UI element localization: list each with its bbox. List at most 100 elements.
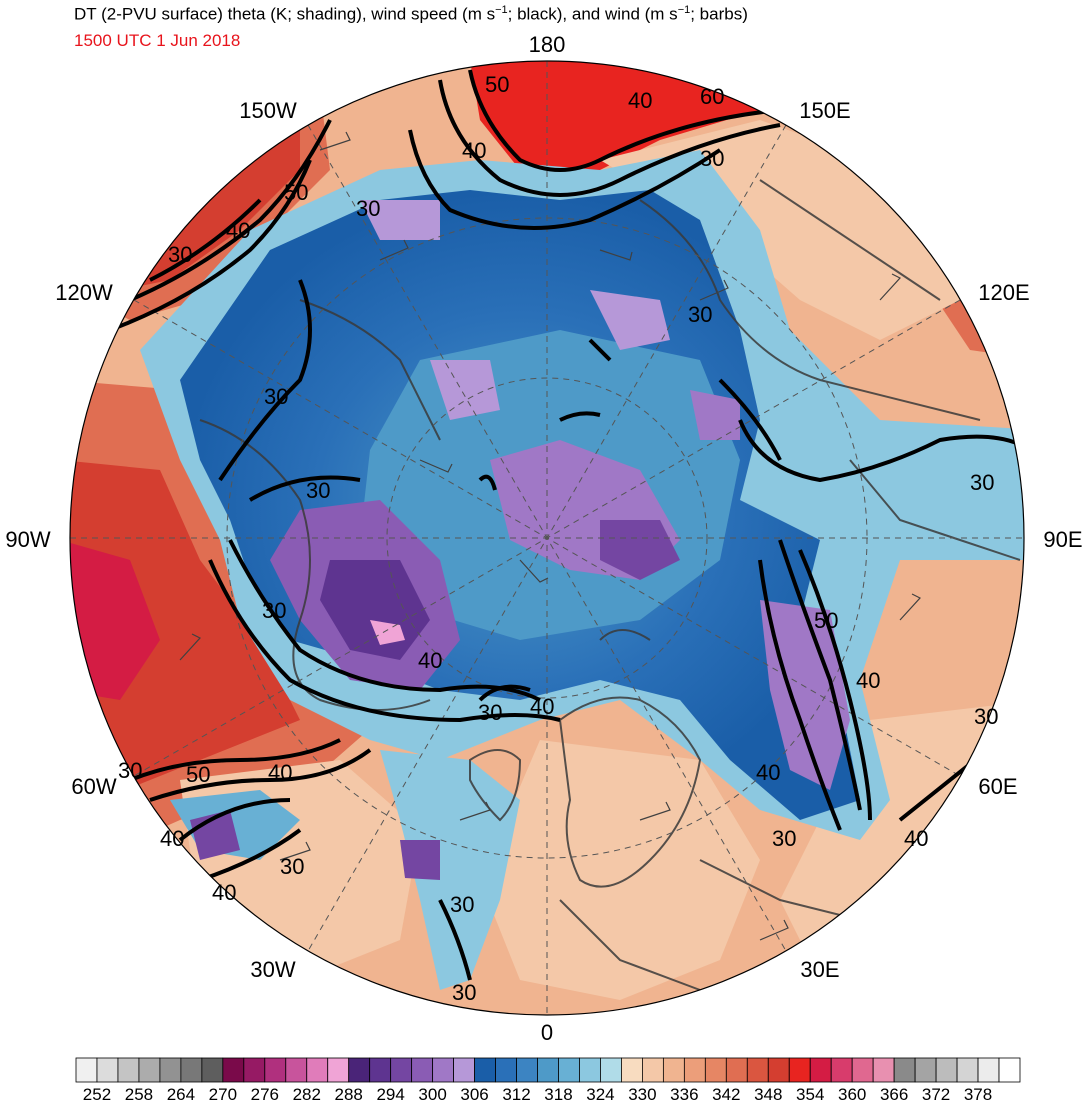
contour-label: 30 [306, 478, 330, 503]
contour-label: 30 [478, 700, 502, 725]
colorbar-tick-label: 252 [83, 1085, 111, 1104]
colorbar-swatch [285, 1057, 308, 1083]
colorbar-swatch [117, 1057, 140, 1083]
colorbar-swatch [977, 1057, 1000, 1083]
contour-label: 40 [212, 880, 236, 905]
contour-label: 30 [262, 598, 286, 623]
contour-label: 50 [485, 72, 509, 97]
contour-label: 40 [856, 668, 880, 693]
colorbar-tick-label: 330 [628, 1085, 656, 1104]
colorbar-swatch [830, 1057, 853, 1083]
colorbar-swatch [788, 1057, 811, 1083]
wind-speed-contours [109, 69, 1024, 981]
colorbar-swatch [390, 1057, 413, 1083]
colorbar-tick-label: 288 [335, 1085, 363, 1104]
lon-label-150e: 150E [799, 98, 850, 123]
lon-label-60e: 60E [978, 774, 1017, 799]
title-superscript: −1 [677, 4, 691, 16]
colorbar-tick-label: 348 [754, 1085, 782, 1104]
colorbar-swatch [495, 1057, 517, 1083]
colorbar-swatch [872, 1057, 895, 1083]
contour-label: 30 [970, 470, 994, 495]
lon-label-120e: 120E [978, 280, 1029, 305]
colorbar-tick-label: 258 [125, 1085, 153, 1104]
map-boundary [69, 60, 1025, 1016]
lon-label-180: 180 [529, 32, 566, 57]
lon-label-60w: 60W [71, 774, 116, 799]
colorbar-swatch [851, 1057, 874, 1083]
contour-label: 40 [268, 760, 292, 785]
colorbar-swatch [600, 1057, 622, 1083]
colorbar-tick-label: 282 [293, 1085, 321, 1104]
contour-label: 50 [186, 762, 210, 787]
lon-label-0: 0 [541, 1020, 553, 1045]
contour-label: 30 [280, 854, 304, 879]
contour-label: 50 [284, 180, 308, 205]
colorbar-swatch [537, 1057, 559, 1083]
figure-title: DT (2-PVU surface) theta (K; shading), w… [74, 4, 748, 24]
colorbar-swatch [914, 1057, 937, 1083]
colorbar-swatch [746, 1057, 769, 1083]
colorbar-tick-label: 354 [796, 1085, 824, 1104]
colorbar-swatch [998, 1057, 1021, 1083]
colorbar-swatch [327, 1057, 350, 1083]
colorbar-swatch [767, 1057, 790, 1083]
lon-label-120w: 120W [55, 280, 113, 305]
title-superscript: −1 [495, 4, 508, 16]
colorbar-tick-label: 372 [922, 1085, 950, 1104]
colorbar-swatch [138, 1057, 161, 1083]
colorbar-tick-label: 342 [712, 1085, 740, 1104]
colorbar-swatch [683, 1057, 706, 1083]
contour-label: 30 [772, 826, 796, 851]
colorbar-swatch [474, 1057, 496, 1083]
colorbar-swatch [809, 1057, 832, 1083]
contour-label: 50 [814, 608, 838, 633]
colorbar-swatch [306, 1057, 329, 1083]
colorbar-tick-label: 270 [209, 1085, 237, 1104]
colorbar-tick-label: 294 [376, 1085, 404, 1104]
colorbar-swatch [956, 1057, 979, 1083]
contour-label: 40 [462, 138, 486, 163]
contour-label-group: 50 40 60 40 30 30 50 40 30 30 30 30 30 4… [118, 72, 998, 1005]
colorbar-swatch [201, 1057, 224, 1083]
colorbar-tick-label: 264 [167, 1085, 195, 1104]
colorbar-swatch [369, 1057, 392, 1083]
contour-label: 30 [356, 196, 380, 221]
contour-label: 40 [530, 694, 554, 719]
colorbar-swatch [96, 1057, 119, 1083]
colorbar-swatch [411, 1057, 434, 1083]
lon-label-150w: 150W [239, 98, 297, 123]
contour-label: 30 [264, 384, 288, 409]
lon-label-90w: 90W [5, 527, 50, 552]
contour-label: 30 [700, 146, 724, 171]
lon-label-30e: 30E [800, 957, 839, 982]
contour-label: 30 [452, 980, 476, 1005]
longitude-labels: 180 150W 150E 120W 120E 90W 90E 60W 60E … [5, 32, 1082, 1045]
coastlines [199, 179, 1021, 991]
contour-label: 30 [450, 892, 474, 917]
colorbar-swatch [243, 1057, 266, 1083]
lon-label-90e: 90E [1043, 527, 1082, 552]
colorbar-swatch [264, 1057, 287, 1083]
colorbar-swatch [704, 1057, 727, 1083]
colorbar-swatch [642, 1057, 664, 1083]
contour-label: 40 [160, 826, 184, 851]
colorbar-tick-label: 336 [670, 1085, 698, 1104]
colorbar-tick-label: 312 [502, 1085, 530, 1104]
colorbar-tick-label: 300 [418, 1085, 446, 1104]
colorbar-swatch [621, 1057, 643, 1083]
lon-label-30w: 30W [250, 957, 295, 982]
contour-label: 30 [688, 302, 712, 327]
colorbar-swatch [180, 1057, 203, 1083]
colorbar-swatch [159, 1057, 182, 1083]
colorbar-tick-label: 324 [586, 1085, 614, 1104]
colorbar-tick-label: 306 [460, 1085, 488, 1104]
colorbar-swatch [516, 1057, 538, 1083]
contour-label: 40 [756, 760, 780, 785]
valid-time: 1500 UTC 1 Jun 2018 [74, 31, 241, 50]
colorbar-swatch [558, 1057, 580, 1083]
graticule [70, 61, 1024, 1015]
colorbar-tick-label: 318 [544, 1085, 572, 1104]
